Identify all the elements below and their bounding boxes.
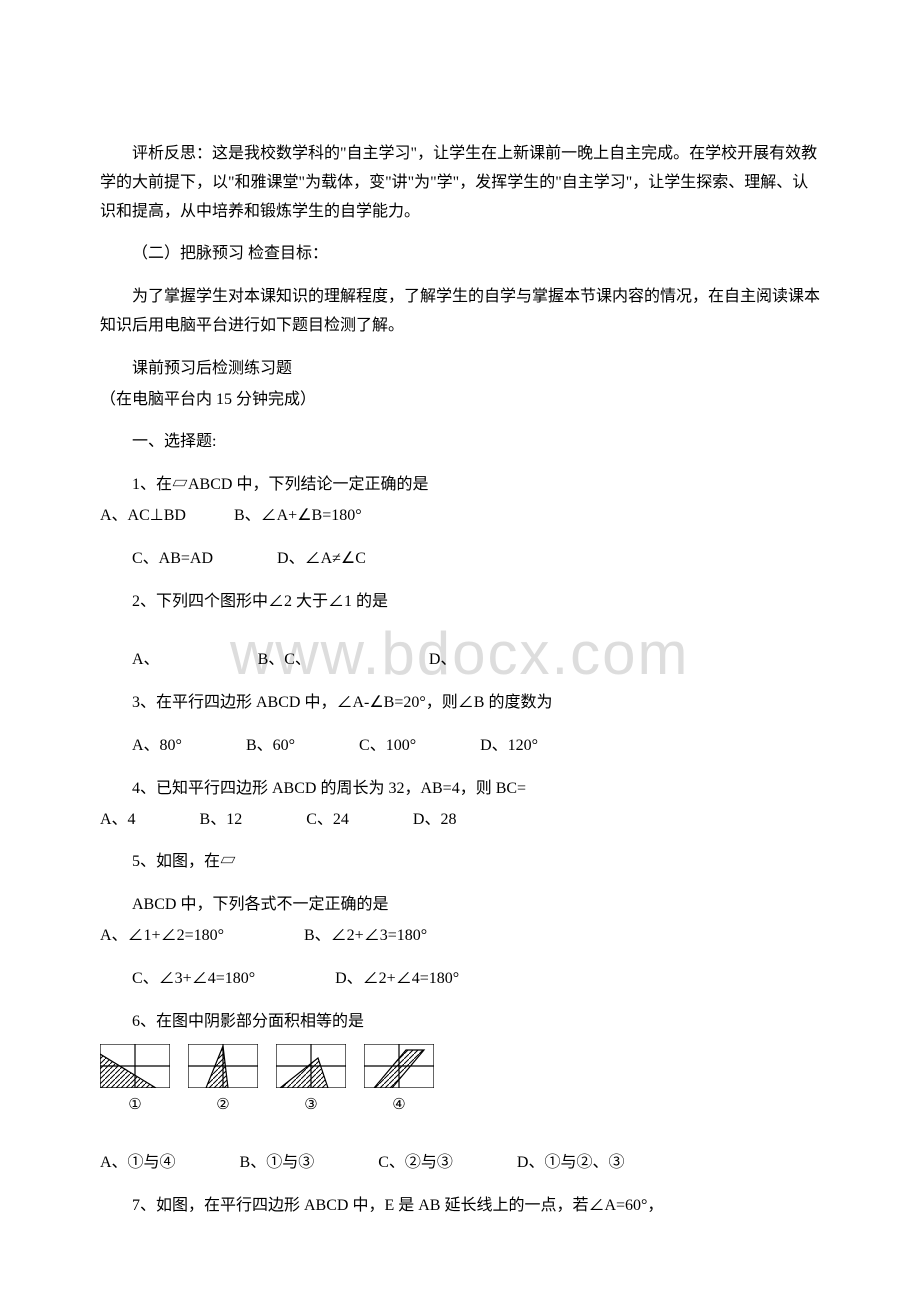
worksheet-subtitle: （在电脑平台内 15 分钟完成）	[100, 386, 820, 415]
q6-fig-1: ①	[100, 1044, 170, 1119]
q6-fig-1-svg	[100, 1044, 170, 1088]
q5-opts-ab: A、∠1+∠2=180° B、∠2+∠3=180°	[100, 922, 820, 951]
q6-fig-2-svg	[188, 1044, 258, 1088]
q6-fig-4: ④	[364, 1044, 434, 1119]
q2-stem: 2、下列四个图形中∠2 大于∠1 的是	[100, 588, 820, 617]
q4-opts: A、4 B、12 C、24 D、28	[100, 806, 820, 835]
q5-stem-1: 5、如图，在▱	[100, 848, 820, 877]
q6-fig-3-svg	[276, 1044, 346, 1088]
q6-fig-4-label: ④	[392, 1092, 405, 1119]
q3-opts: A、80° B、60° C、100° D、120°	[100, 732, 820, 761]
q5-opts-cd: C、∠3+∠4=180° D、∠2+∠4=180°	[100, 965, 820, 994]
q1-opts-cd: C、AB=AD D、∠A≠∠C	[100, 545, 820, 574]
q2-opt-bc: B、C、	[258, 651, 311, 668]
q4-stem: 4、已知平行四边形 ABCD 的周长为 32，AB=4，则 BC=	[100, 775, 820, 804]
q5-stem-2: ABCD 中，下列各式不一定正确的是	[100, 891, 820, 920]
q6-figures-row: ① ②	[100, 1044, 820, 1119]
q2-opt-a: A、	[132, 651, 160, 668]
q6-fig-2-label: ②	[216, 1092, 229, 1119]
q6-fig-1-label: ①	[128, 1092, 141, 1119]
q3-stem: 3、在平行四边形 ABCD 中，∠A-∠B=20°，则∠B 的度数为	[100, 689, 820, 718]
q1-opts-ab: A、AC⊥BD B、∠A+∠B=180°	[100, 502, 820, 531]
q6-fig-4-svg	[364, 1044, 434, 1088]
q6-fig-3: ③	[276, 1044, 346, 1119]
q6-stem: 6、在图中阴影部分面积相等的是	[100, 1008, 820, 1037]
section-heading-2: （二）把脉预习 检查目标：	[100, 240, 820, 269]
q1-stem: 1、在▱ABCD 中，下列结论一定正确的是	[100, 471, 820, 500]
q6-fig-3-label: ③	[304, 1092, 317, 1119]
analysis-paragraph: 评析反思：这是我校数学科的"自主学习"，让学生在上新课前一晚上自主完成。在学校开…	[100, 140, 820, 226]
worksheet-title: 课前预习后检测练习题	[100, 355, 820, 384]
section-choice-heading: 一、选择题:	[100, 428, 820, 457]
q6-fig-2: ②	[188, 1044, 258, 1119]
section-intro: 为了掌握学生对本课知识的理解程度，了解学生的自学与掌握本节课内容的情况，在自主阅…	[100, 283, 820, 341]
q2-opt-d: D、	[429, 651, 457, 668]
q7-stem: 7、如图，在平行四边形 ABCD 中，E 是 AB 延长线上的一点，若∠A=60…	[100, 1192, 820, 1221]
q6-opts: A、①与④ B、①与③ C、②与③ D、①与②、③	[100, 1149, 820, 1178]
